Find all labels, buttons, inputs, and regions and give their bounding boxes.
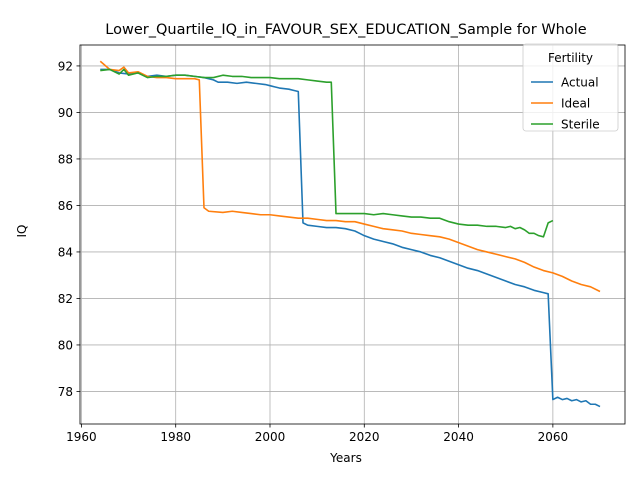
series-layer: [99, 60, 601, 408]
y-axis: 78 80 82 84 86 88 90 92: [58, 59, 80, 399]
y-tick-label: 86: [58, 199, 73, 213]
legend-title: Fertility: [548, 51, 593, 65]
x-tick-label: 1960: [66, 430, 97, 444]
series-line-ideal: [99, 60, 601, 293]
x-tick-label: 2060: [538, 430, 569, 444]
y-tick-label: 88: [58, 152, 73, 166]
y-tick-label: 82: [58, 292, 73, 306]
y-axis-label: IQ: [15, 225, 29, 238]
chart-title: Lower_Quartile_IQ_in_FAVOUR_SEX_EDUCATIO…: [105, 22, 586, 38]
legend-label-sterile: Sterile: [561, 118, 600, 132]
legend-label-ideal: Ideal: [561, 97, 590, 111]
y-tick-label: 92: [58, 59, 73, 73]
x-tick-label: 2040: [443, 430, 474, 444]
plot-frame: [79, 44, 626, 425]
legend-box: [522, 43, 619, 132]
x-axis-label: Years: [329, 451, 362, 465]
grid: [80, 45, 625, 424]
x-tick-label: 2000: [255, 430, 286, 444]
series-line-sterile: [100, 68, 554, 238]
y-tick-label: 78: [58, 385, 73, 399]
legend: Fertility Actual Ideal Sterile: [522, 43, 619, 132]
x-tick-label: 2020: [349, 430, 380, 444]
legend-label-actual: Actual: [561, 76, 599, 90]
y-tick-label: 90: [58, 106, 73, 120]
x-tick-label: 1980: [160, 430, 191, 444]
y-tick-label: 84: [58, 245, 73, 259]
y-tick-label: 80: [58, 338, 73, 352]
x-axis: 1960 1980 2000 2020 2040 2060: [66, 424, 568, 444]
